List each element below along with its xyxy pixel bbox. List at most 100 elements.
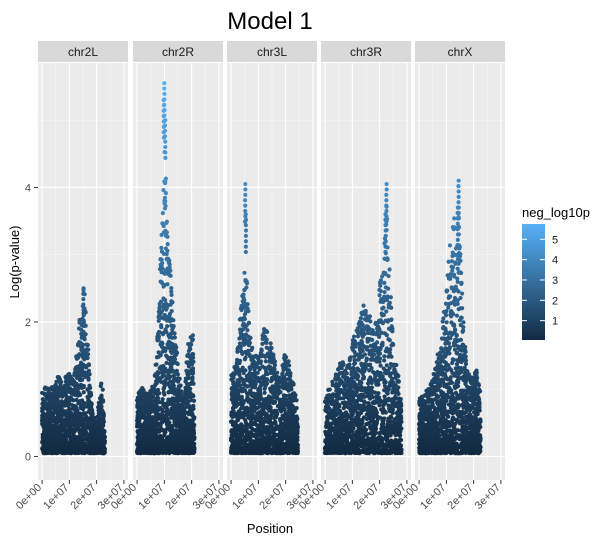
data-point bbox=[161, 373, 167, 378]
data-point bbox=[163, 298, 168, 303]
data-point bbox=[67, 407, 73, 412]
data-point bbox=[150, 398, 155, 403]
data-point bbox=[160, 211, 166, 216]
data-point bbox=[164, 329, 169, 335]
data-point bbox=[295, 435, 300, 440]
data-point bbox=[265, 377, 270, 382]
data-point bbox=[168, 268, 173, 273]
data-point bbox=[158, 352, 163, 358]
data-point bbox=[341, 362, 346, 367]
data-point bbox=[172, 331, 177, 336]
data-point bbox=[71, 398, 76, 403]
x-tick-label: 1e+07 bbox=[41, 482, 71, 512]
data-point bbox=[272, 359, 278, 364]
data-point bbox=[157, 391, 162, 396]
data-point bbox=[243, 233, 249, 238]
data-point bbox=[275, 412, 280, 417]
data-point bbox=[163, 139, 168, 144]
data-point bbox=[179, 390, 184, 396]
data-point bbox=[163, 429, 168, 435]
data-point bbox=[81, 342, 86, 347]
data-point bbox=[87, 372, 92, 377]
data-point bbox=[191, 398, 197, 403]
data-point bbox=[243, 222, 248, 228]
data-point bbox=[81, 318, 86, 323]
data-point bbox=[161, 223, 166, 229]
data-point bbox=[191, 393, 196, 399]
data-point bbox=[160, 261, 165, 266]
data-point bbox=[191, 355, 196, 360]
data-point bbox=[102, 429, 107, 434]
data-point bbox=[170, 300, 175, 305]
data-point bbox=[168, 273, 173, 278]
data-point bbox=[73, 428, 78, 433]
data-point bbox=[160, 397, 165, 402]
data-point bbox=[250, 345, 255, 350]
data-point bbox=[85, 352, 91, 357]
data-point bbox=[165, 324, 170, 329]
data-point bbox=[74, 397, 79, 403]
data-point bbox=[192, 435, 197, 440]
data-point bbox=[241, 292, 246, 297]
data-point bbox=[83, 411, 88, 416]
x-tick-label: 2e+07 bbox=[257, 482, 287, 512]
data-point bbox=[263, 359, 268, 364]
data-point bbox=[294, 405, 299, 411]
data-point bbox=[86, 377, 91, 382]
data-point bbox=[161, 114, 166, 119]
data-point bbox=[161, 108, 166, 113]
data-point bbox=[162, 271, 168, 276]
data-point bbox=[159, 325, 164, 330]
data-point bbox=[287, 363, 292, 368]
data-point bbox=[175, 361, 180, 367]
data-point bbox=[154, 362, 159, 367]
data-point bbox=[177, 376, 182, 381]
data-point bbox=[191, 359, 196, 364]
data-point bbox=[164, 360, 169, 366]
data-point bbox=[243, 355, 248, 360]
data-point bbox=[86, 362, 92, 368]
data-point bbox=[59, 379, 64, 385]
points-chr2R bbox=[134, 81, 197, 456]
data-point bbox=[247, 340, 252, 346]
data-point bbox=[188, 347, 193, 352]
data-point bbox=[171, 318, 176, 323]
data-point bbox=[101, 423, 106, 428]
data-point bbox=[175, 372, 181, 377]
x-tick-label: 0e+00 bbox=[14, 482, 44, 512]
data-point bbox=[237, 358, 243, 363]
data-point bbox=[243, 249, 248, 255]
data-point bbox=[192, 441, 197, 446]
data-point bbox=[161, 103, 167, 108]
data-point bbox=[191, 406, 196, 411]
data-point bbox=[255, 370, 260, 375]
data-point bbox=[264, 381, 270, 386]
data-point bbox=[295, 442, 301, 448]
data-point bbox=[101, 419, 106, 424]
data-point bbox=[162, 86, 167, 91]
data-point bbox=[258, 359, 264, 364]
data-point bbox=[81, 313, 86, 318]
data-point bbox=[231, 375, 236, 380]
data-point bbox=[239, 394, 244, 400]
data-point bbox=[101, 413, 106, 419]
data-point bbox=[337, 404, 342, 409]
x-tick-label: 2e+07 bbox=[68, 482, 98, 512]
data-point bbox=[102, 446, 107, 452]
data-point bbox=[86, 368, 92, 373]
data-point bbox=[258, 392, 263, 397]
data-point bbox=[163, 144, 168, 150]
data-point bbox=[243, 228, 249, 233]
data-point bbox=[155, 387, 161, 392]
data-point bbox=[163, 203, 168, 209]
facet-strip-label: chr2L bbox=[68, 45, 98, 59]
data-point bbox=[243, 187, 248, 192]
data-point bbox=[271, 352, 276, 357]
data-point bbox=[162, 392, 167, 397]
data-point bbox=[164, 251, 169, 257]
data-point bbox=[242, 270, 247, 275]
data-point bbox=[66, 382, 71, 387]
data-point bbox=[164, 230, 169, 235]
data-point bbox=[295, 416, 300, 421]
